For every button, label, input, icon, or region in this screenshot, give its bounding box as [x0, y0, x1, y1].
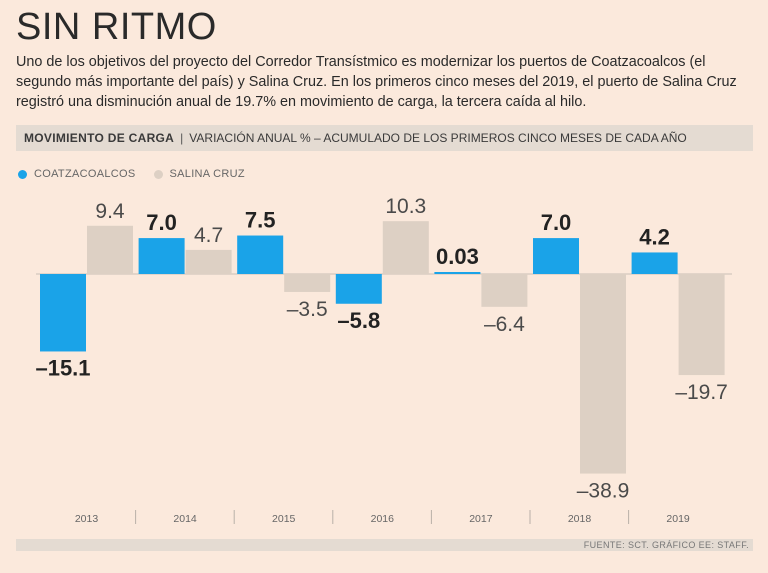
chart-title: SIN RITMO — [16, 6, 217, 48]
x-tick-label-2019: 2019 — [666, 513, 690, 525]
x-tick-label-2018: 2018 — [568, 513, 592, 525]
legend-label-salina-cruz: SALINA CRUZ — [169, 168, 245, 180]
data-label-coatzacoalcos-2016: –5.8 — [337, 308, 380, 333]
x-tick-label-2016: 2016 — [371, 513, 395, 525]
legend-item-coatzacoalcos: COATZACOALCOS — [18, 168, 136, 180]
data-label-salina-cruz-2018: –38.9 — [577, 480, 630, 503]
bar-salina-cruz-2017 — [481, 274, 528, 307]
data-label-salina-cruz-2016: 10.3 — [385, 195, 426, 218]
bar-salina-cruz-2015 — [284, 274, 331, 292]
data-label-salina-cruz-2019: –19.7 — [675, 381, 728, 404]
data-label-coatzacoalcos-2014: 7.0 — [146, 210, 177, 235]
chart-subheader: MOVIMIENTO DE CARGA | VARIACIÓN ANUAL % … — [16, 125, 753, 151]
chart-legend: COATZACOALCOS SALINA CRUZ — [18, 168, 263, 180]
subheader-rest: VARIACIÓN ANUAL % – ACUMULADO DE LOS PRI… — [189, 131, 687, 145]
x-tick-label-2014: 2014 — [173, 513, 197, 525]
data-label-coatzacoalcos-2018: 7.0 — [541, 210, 572, 235]
subheader-separator: | — [180, 131, 184, 145]
bar-salina-cruz-2018 — [580, 274, 626, 474]
data-label-coatzacoalcos-2017: 0.03 — [436, 244, 479, 269]
bar-coatzacoalcos-2019 — [631, 252, 678, 274]
bar-salina-cruz-2016 — [382, 221, 429, 274]
data-label-coatzacoalcos-2013: –15.1 — [35, 355, 90, 380]
bar-coatzacoalcos-2016 — [335, 274, 382, 304]
data-label-salina-cruz-2015: –3.5 — [287, 298, 328, 321]
bar-salina-cruz-2013 — [87, 225, 133, 274]
bar-coatzacoalcos-2013 — [40, 274, 86, 352]
x-tick-label-2017: 2017 — [469, 513, 493, 525]
legend-swatch-coatzacoalcos — [18, 169, 27, 179]
data-label-coatzacoalcos-2015: 7.5 — [245, 208, 276, 233]
x-tick-label-2015: 2015 — [272, 513, 296, 525]
data-label-salina-cruz-2014: 4.7 — [194, 224, 223, 247]
legend-item-salina-cruz: SALINA CRUZ — [153, 168, 245, 180]
chart-description: Uno de los objetivos del proyecto del Co… — [16, 54, 737, 110]
source-footer: FUENTE: SCT. GRÁFICO EE: STAFF. — [16, 539, 753, 551]
data-label-salina-cruz-2013: 9.4 — [95, 200, 125, 223]
legend-label-coatzacoalcos: COATZACOALCOS — [34, 168, 136, 180]
bar-coatzacoalcos-2017 — [434, 272, 481, 274]
bar-coatzacoalcos-2015 — [237, 235, 284, 274]
bar-salina-cruz-2019 — [678, 274, 725, 376]
x-tick-label-2013: 2013 — [75, 513, 99, 525]
subheader-bold: MOVIMIENTO DE CARGA — [24, 131, 175, 145]
bar-salina-cruz-2014 — [185, 249, 232, 274]
bar-coatzacoalcos-2018 — [533, 238, 579, 274]
data-label-salina-cruz-2017: –6.4 — [484, 313, 525, 336]
data-label-coatzacoalcos-2019: 4.2 — [639, 224, 670, 249]
bar-coatzacoalcos-2014 — [138, 238, 185, 274]
legend-swatch-salina-cruz — [153, 169, 163, 179]
